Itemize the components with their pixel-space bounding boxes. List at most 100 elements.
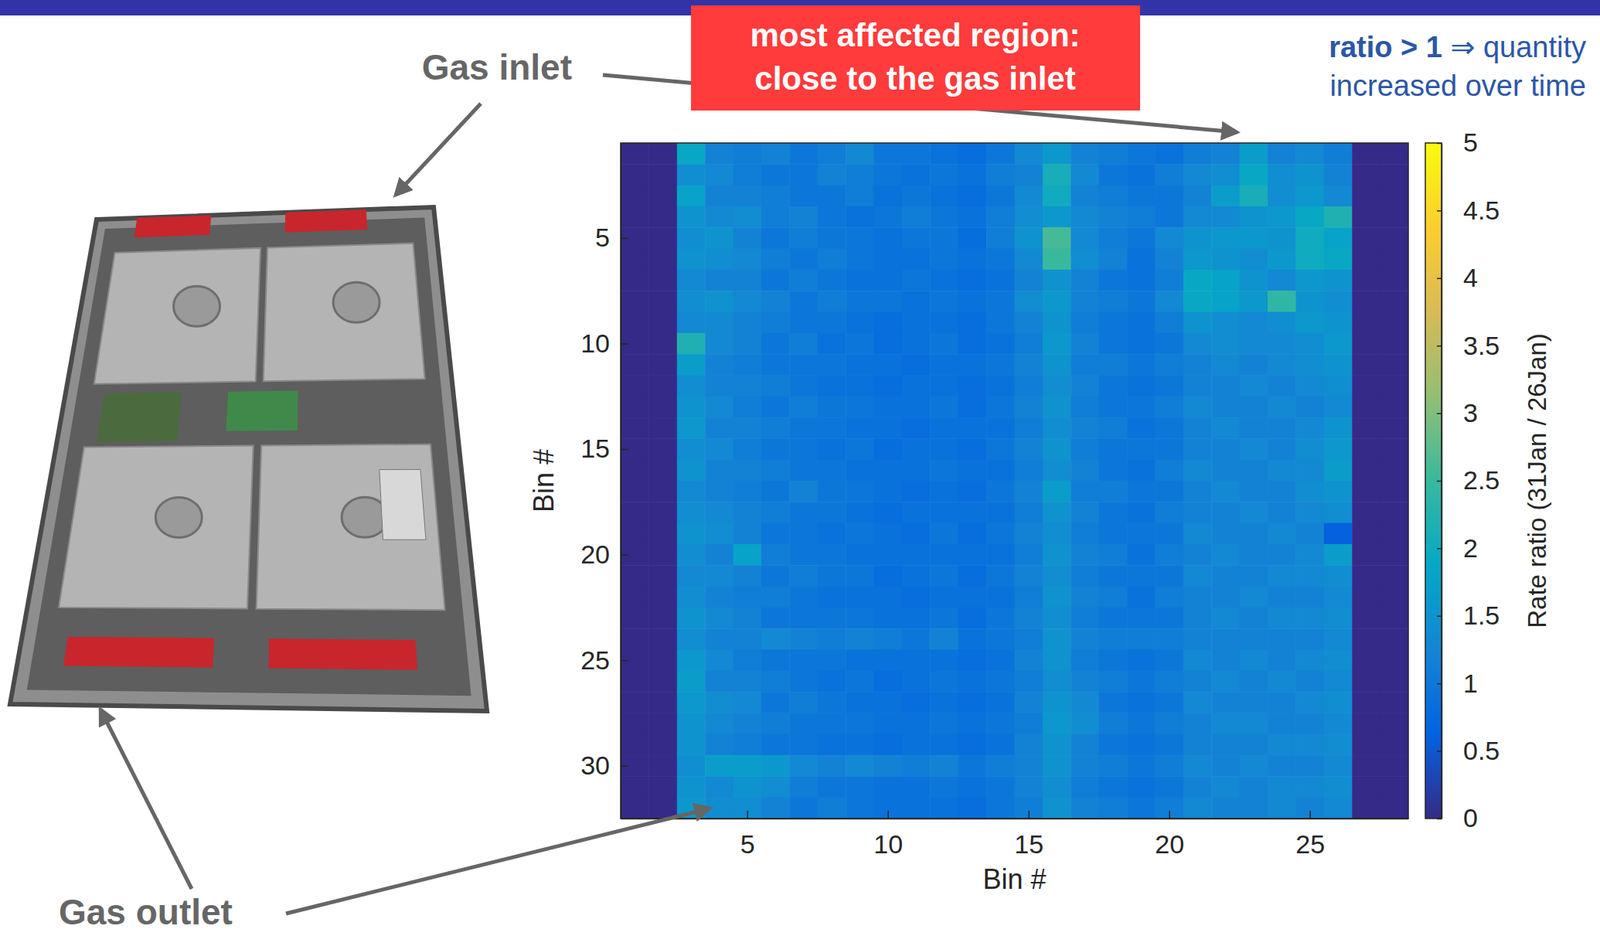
heatmap-cell <box>1267 227 1297 249</box>
heatmap-cell <box>958 628 988 651</box>
heatmap-cell <box>1380 565 1409 587</box>
heatmap-cell <box>620 354 650 376</box>
heatmap-cell <box>1239 312 1269 334</box>
heatmap-cell <box>1099 459 1128 482</box>
heatmap-cell <box>648 523 678 545</box>
heatmap-cell <box>677 185 706 208</box>
heatmap-cell <box>1211 163 1240 186</box>
heatmap-cell <box>1380 142 1409 165</box>
heatmap-cell <box>1042 290 1072 313</box>
heatmap-cell <box>1380 797 1409 819</box>
heatmap-cell <box>733 333 763 355</box>
heatmap-cell <box>761 544 790 566</box>
heatmap-cell <box>817 248 847 271</box>
heatmap-cell <box>1239 734 1269 756</box>
heatmap-cell <box>1154 755 1184 777</box>
tick: 10 <box>580 328 629 358</box>
heatmap-cell <box>648 776 678 798</box>
heatmap-cell <box>1154 501 1184 524</box>
ratio-note-text: ⇒ quantity <box>1450 30 1587 64</box>
heatmap-cell <box>648 797 678 819</box>
heatmap-cell <box>1042 312 1072 334</box>
heatmap-cell <box>1324 396 1353 419</box>
heatmap-cell <box>1267 712 1297 735</box>
heatmap-cell <box>1211 607 1240 630</box>
heatmap-cell <box>902 248 931 271</box>
tick-mark <box>1436 616 1442 618</box>
heatmap-cell <box>986 607 1015 630</box>
heatmap-cell <box>817 607 847 630</box>
heatmap-cell <box>874 396 903 419</box>
heatmap-cell <box>1183 712 1212 735</box>
x-axis: 510152025 <box>621 810 1410 859</box>
heatmap-cell <box>1183 776 1212 798</box>
heatmap-cell <box>677 501 706 524</box>
heatmap-cell <box>1126 628 1156 651</box>
heatmap-cell <box>1126 142 1156 165</box>
heatmap-cell <box>1154 628 1184 651</box>
heatmap-cell <box>1295 607 1325 630</box>
heatmap-cell <box>1324 312 1353 334</box>
heatmap-cell <box>1014 797 1044 819</box>
heatmap-cell <box>874 185 903 208</box>
y-axis: 51015202530 <box>580 143 629 820</box>
heatmap-cell <box>620 776 650 798</box>
tick-label: 5 <box>1463 127 1478 157</box>
heatmap-cell <box>902 417 931 440</box>
heatmap-cell <box>845 501 875 524</box>
heatmap-cell <box>874 797 903 819</box>
heatmap-cell <box>874 712 903 735</box>
heatmap-cell <box>986 333 1015 355</box>
heatmap-cell <box>761 501 790 524</box>
heatmap-cell <box>789 565 818 587</box>
heatmap-cell <box>1211 628 1240 651</box>
heatmap-cell <box>1267 523 1297 545</box>
connector-strip <box>268 638 418 671</box>
heatmap-cell <box>1042 734 1072 756</box>
heatmap-cell <box>620 312 650 334</box>
readout-board <box>96 392 182 443</box>
heatmap-cell <box>1267 185 1297 208</box>
heatmap-cell <box>1154 776 1184 798</box>
heatmap-cell <box>929 607 959 630</box>
heatmap-cell <box>648 459 678 482</box>
heatmap-cell <box>1070 227 1100 249</box>
heatmap-cell <box>929 650 959 672</box>
heatmap-cell <box>1239 523 1269 545</box>
tick-mark <box>620 343 629 345</box>
heatmap-cell <box>677 734 706 756</box>
heatmap-cell <box>648 417 678 440</box>
heatmap-cell <box>986 227 1015 249</box>
heatmap-cell <box>1154 438 1184 460</box>
heatmap-cell <box>733 227 763 249</box>
heatmap-cell <box>704 544 734 566</box>
heatmap-cell <box>620 396 650 419</box>
space <box>1442 30 1451 64</box>
heatmap-cell <box>1154 691 1184 714</box>
heatmap-cell <box>1070 142 1100 165</box>
heatmap-cell <box>1154 459 1184 482</box>
heatmap-cell <box>677 670 706 693</box>
heatmap-cell <box>1099 142 1128 165</box>
heatmap-cell <box>648 755 678 777</box>
heatmap-cell <box>1351 607 1381 630</box>
heatmap-cell <box>1070 374 1100 397</box>
heatmap-cell <box>1380 227 1409 249</box>
heatmap-cell <box>704 374 734 397</box>
heatmap-cell <box>1295 776 1325 798</box>
heatmap-cell <box>845 227 875 249</box>
heatmap-cell <box>958 523 988 545</box>
heatmap-cell <box>1239 396 1269 419</box>
heatmap-cell <box>1295 628 1325 651</box>
heatmap-cell <box>789 227 818 249</box>
heatmap-cell <box>648 290 678 313</box>
heatmap-cell <box>1267 312 1297 334</box>
heatmap-cell <box>761 185 790 208</box>
tick: 4 <box>1436 262 1478 293</box>
heatmap-cell <box>648 163 678 186</box>
heatmap-cell <box>648 206 678 229</box>
heatmap-cell <box>1099 776 1128 798</box>
heatmap-cell <box>761 374 790 397</box>
heatmap-cell <box>1070 586 1100 609</box>
heatmap-cell <box>1014 396 1044 419</box>
